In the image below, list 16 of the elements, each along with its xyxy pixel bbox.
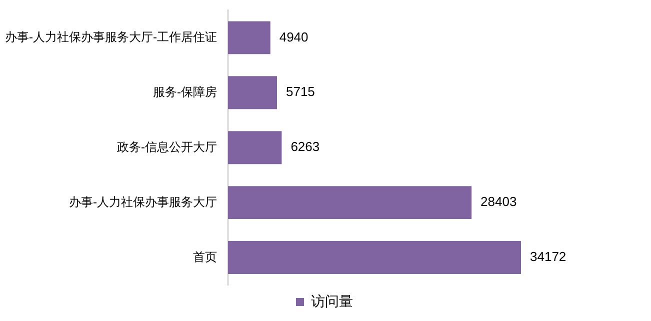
y-tick-label: 服务-保障房 [152, 84, 217, 99]
bar [228, 76, 277, 110]
bar [228, 241, 522, 274]
data-label: 28403 [480, 194, 517, 210]
data-label: 6263 [290, 139, 320, 154]
data-label: 4940 [279, 29, 308, 44]
y-tick-label: 政务-信息公开大厅 [116, 140, 217, 154]
data-label: 34172 [530, 249, 566, 264]
legend-label: 访问量 [311, 292, 353, 309]
y-tick-label: 首页 [192, 250, 217, 264]
y-tick-label: 办事-人力社保办事服务大厅 [68, 194, 217, 209]
bar [228, 131, 282, 164]
y-tick-label: 办事-人力社保办事服务大厅-工作居住证 [4, 30, 217, 44]
data-label: 5715 [286, 84, 315, 100]
bar [228, 21, 270, 54]
bar [228, 186, 472, 220]
